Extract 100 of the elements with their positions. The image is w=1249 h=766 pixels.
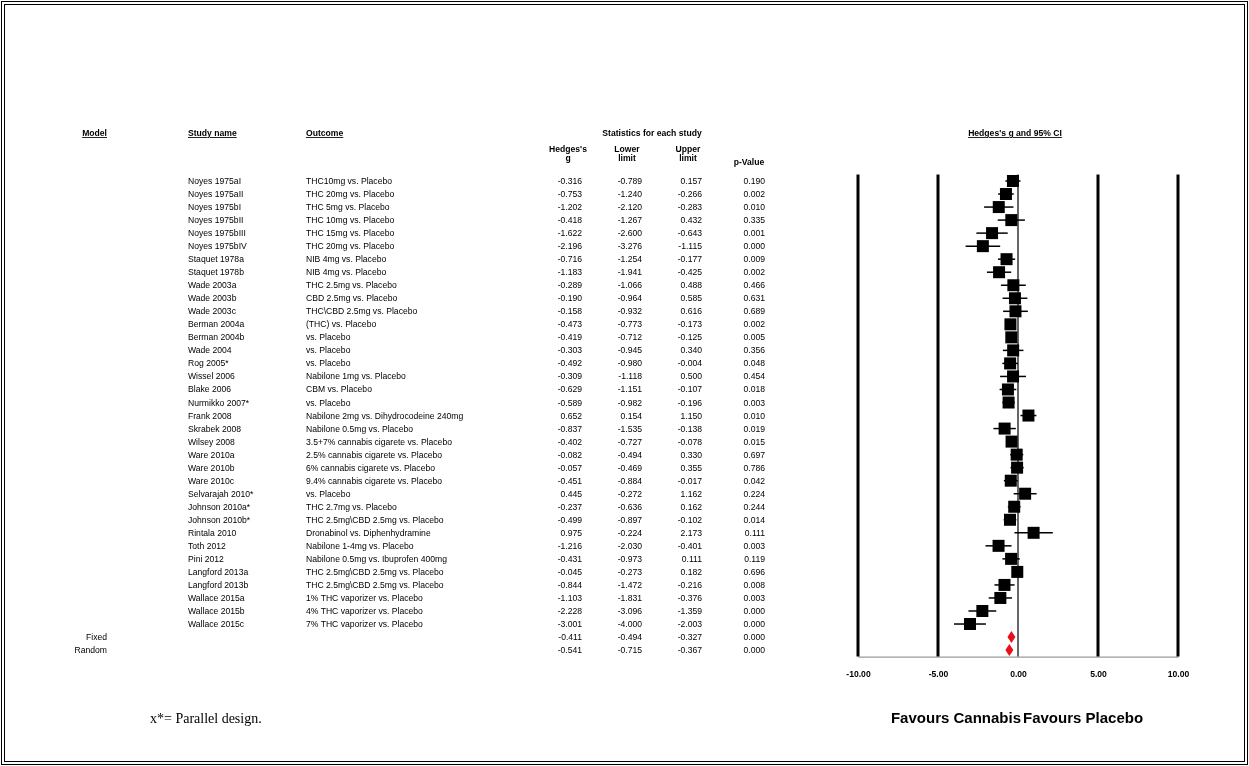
text: p-Value — [733, 157, 765, 167]
text: -1.240 — [617, 189, 643, 200]
text: 0.002 — [743, 189, 766, 200]
text: Noyes 1975bII — [188, 215, 244, 226]
text: Johnson 2010a* — [188, 501, 251, 512]
text: -0.897 — [617, 514, 643, 525]
text: -1.254 — [617, 254, 643, 265]
text: THC 2.5mg vs. Placebo — [306, 280, 397, 291]
text: -1.622 — [557, 228, 583, 239]
text: -0.419 — [557, 332, 583, 343]
text: -1.151 — [617, 384, 643, 395]
text: (THC) vs. Placebo — [306, 319, 377, 330]
text: -0.316 — [557, 176, 583, 186]
text: -0.125 — [677, 332, 703, 343]
text: -0.425 — [677, 267, 703, 278]
text: 0.585 — [680, 293, 703, 304]
text: Dronabinol vs. Diphenhydramine — [306, 527, 431, 538]
text: -3.276 — [617, 241, 643, 252]
text: -0.283 — [677, 202, 703, 213]
text: -0.492 — [557, 358, 583, 369]
text: 1% THC vaporizer vs. Placebo — [306, 592, 424, 603]
text: -0.057 — [557, 462, 583, 473]
text: 0.018 — [743, 384, 766, 395]
text: -0.138 — [677, 423, 703, 434]
text: 0.162 — [680, 501, 703, 512]
text: 0.003 — [743, 397, 766, 408]
text: Ware 2010b — [188, 462, 235, 473]
text: 0.244 — [743, 501, 766, 512]
x-tick-label: 5.00 — [1090, 668, 1108, 679]
text: vs. Placebo — [306, 488, 351, 499]
text: Wilsey 2008 — [188, 436, 236, 447]
text: 1.162 — [680, 488, 703, 499]
text: 0.335 — [743, 215, 766, 226]
text: -2.003 — [677, 619, 703, 630]
text: 0.340 — [680, 345, 703, 356]
text: -2.228 — [557, 605, 583, 616]
text: -0.004 — [677, 358, 703, 369]
text: THC 2.5mg\CBD 2.5mg vs. Placebo — [306, 566, 444, 577]
text: Wade 2004 — [188, 345, 232, 356]
text: -4.000 — [617, 619, 643, 630]
text: 0.000 — [743, 241, 766, 252]
text: 0.111 — [681, 553, 703, 564]
text: Langford 2013b — [188, 579, 249, 590]
text: 0.008 — [743, 579, 766, 590]
text: 0.154 — [620, 410, 643, 421]
text: -2.196 — [557, 241, 583, 252]
text: Pini 2012 — [188, 553, 225, 564]
text: -0.837 — [557, 423, 583, 434]
text: 0.652 — [560, 410, 583, 421]
text: -0.727 — [617, 436, 643, 447]
text: -1.115 — [678, 241, 703, 252]
text: THC 15mg vs. Placebo — [306, 228, 395, 239]
text: 0.119 — [744, 553, 766, 564]
text: -0.289 — [557, 280, 583, 291]
text: -1.831 — [617, 592, 643, 603]
text: -0.367 — [677, 645, 703, 656]
text: -0.964 — [617, 293, 643, 304]
text: -0.636 — [617, 501, 643, 512]
text: 0.001 — [743, 228, 766, 239]
text: 0.003 — [743, 540, 766, 551]
chart-title: Hedges's g and 95% CI — [968, 128, 1062, 138]
text: 0.003 — [743, 592, 766, 603]
text: -0.589 — [557, 397, 583, 408]
text: -0.629 — [557, 384, 583, 395]
text: -0.716 — [557, 254, 583, 265]
text: -0.973 — [617, 553, 643, 564]
text: Wade 2003a — [188, 280, 237, 291]
text: Ware 2010a — [188, 449, 235, 460]
text: -0.431 — [557, 553, 583, 564]
text: -2.120 — [617, 202, 643, 213]
text: 0.786 — [743, 462, 766, 473]
text: 0.616 — [680, 306, 703, 317]
text: -0.418 — [557, 215, 583, 226]
text: Wade 2003b — [188, 293, 237, 304]
text: 0.224 — [743, 488, 766, 499]
text: vs. Placebo — [306, 397, 351, 408]
text: 0.010 — [743, 410, 766, 421]
text: 0.157 — [680, 176, 703, 186]
text: -0.715 — [617, 645, 643, 656]
text: 0.432 — [680, 215, 703, 226]
text: -2.600 — [617, 228, 643, 239]
text: Fixed — [85, 632, 108, 643]
text: vs. Placebo — [306, 332, 351, 343]
text: 0.445 — [560, 488, 583, 499]
text: Noyes 1975bIII — [188, 228, 246, 239]
text: 0.002 — [743, 267, 766, 278]
text: 0.696 — [743, 566, 766, 577]
text: Statistics for each study — [602, 128, 702, 138]
text: -0.789 — [617, 176, 643, 186]
text: -0.078 — [677, 436, 703, 447]
text: Nabilone 0.5mg vs. Placebo — [306, 423, 414, 434]
text: Lower limit — [614, 144, 641, 163]
text: -3.001 — [557, 619, 583, 630]
text: -0.309 — [557, 371, 583, 382]
text: Noyes 1975bIV — [188, 241, 248, 252]
text: 0.000 — [743, 645, 766, 656]
text: Nurmikko 2007* — [188, 397, 250, 408]
text: THC 2.5mg\CBD 2.5mg vs. Placebo — [306, 514, 444, 525]
text: -0.272 — [617, 488, 643, 499]
text: Noyes 1975aII — [188, 189, 244, 200]
